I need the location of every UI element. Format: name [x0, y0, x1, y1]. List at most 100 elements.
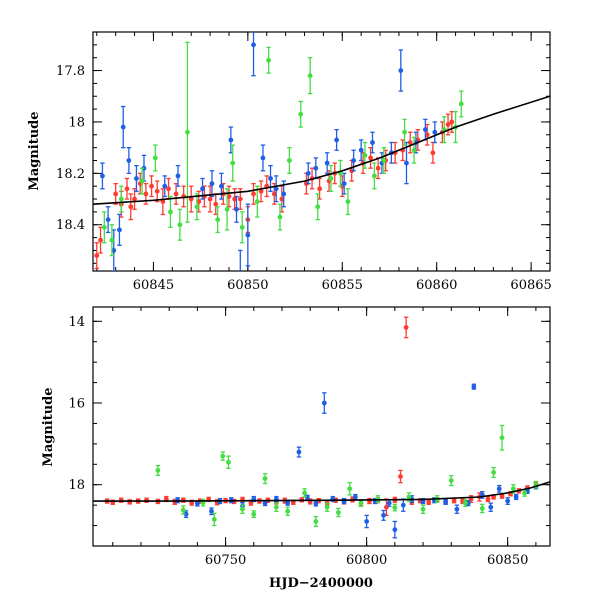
top-blue-data-point: [260, 144, 266, 172]
top-blue-data-point: [341, 172, 347, 195]
bottom-x-tick-label: 60850: [487, 553, 528, 568]
top-plot-frame: [92, 31, 551, 272]
top-red-data-point: [196, 190, 202, 213]
top-y-tick-label: 18.4: [56, 218, 85, 233]
bottom-green-data-point: [420, 504, 426, 514]
bottom-red-data-point: [485, 495, 491, 503]
top-blue-data-point: [100, 162, 105, 190]
top-blue-data-point: [324, 152, 330, 174]
bottom-green-data-point: [302, 488, 307, 498]
bottom-green-data-point: [479, 503, 485, 514]
top-red-data-point: [132, 188, 137, 210]
bottom-green-data-point: [448, 475, 454, 487]
bottom-y-tick-label: 18: [68, 478, 85, 493]
top-green-data-point: [328, 164, 334, 192]
top-green-data-point: [298, 100, 304, 128]
top-blue-data-point: [334, 129, 340, 151]
bottom-green-data-point: [211, 512, 217, 527]
top-green-data-point: [215, 206, 221, 234]
bottom-green-data-point: [324, 502, 330, 512]
top-green-data-point: [315, 193, 321, 221]
top-green-data-point: [152, 144, 158, 172]
bottom-blue-data-point: [496, 484, 502, 493]
top-x-tick-label: 60865: [510, 278, 551, 293]
bottom-blue-data-point: [505, 497, 511, 505]
bottom-green-data-point: [262, 473, 268, 485]
bottom-blue-data-point: [513, 493, 519, 501]
top-red-data-point: [113, 182, 119, 205]
bottom-green-data-point: [313, 515, 319, 528]
top-blue-data-point: [313, 157, 319, 180]
top-blue-data-point: [234, 195, 239, 223]
top-green-data-point: [239, 211, 245, 244]
top-green-data-point: [177, 208, 183, 241]
bottom-red-data-point: [144, 497, 149, 503]
top-blue-data-point: [120, 105, 126, 149]
top-blue-data-point: [175, 164, 181, 187]
top-x-tick-label: 60855: [322, 278, 363, 293]
top-green-data-point: [337, 159, 343, 187]
top-green-data-point: [402, 118, 407, 146]
bottom-blue-data-point: [454, 504, 460, 514]
bottom-green-data-point: [336, 507, 341, 518]
bottom-blue-data-point: [471, 383, 477, 390]
top-blue-data-point: [404, 141, 409, 185]
bottom-blue-data-point: [400, 498, 406, 512]
bottom-green-data-point: [285, 506, 291, 517]
bottom-green-data-point: [462, 499, 468, 508]
top-y-axis-label: Magnitude: [27, 111, 42, 190]
top-green-data-point: [101, 211, 107, 244]
top-green-data-point: [371, 162, 377, 190]
bottom-red-data-point: [118, 497, 124, 503]
top-blue-data-point: [245, 203, 251, 267]
top-blue-data-point: [273, 175, 279, 203]
top-blue-data-point: [162, 175, 168, 198]
bottom-blue-data-point: [392, 520, 398, 539]
top-red-data-point: [124, 177, 130, 200]
top-blue-data-point: [209, 170, 215, 198]
bottom-x-tick-label: 60750: [205, 553, 246, 568]
bottom-x-axis-label: HJD−2400000: [269, 576, 373, 591]
bottom-green-data-point: [251, 510, 257, 519]
bottom-blue-data-point: [296, 446, 302, 458]
top-green-data-point: [266, 46, 272, 74]
bottom-x-tick-label: 60800: [346, 553, 387, 568]
bottom-blue-data-point: [209, 507, 214, 516]
top-blue-data-point: [370, 131, 375, 154]
bottom-green-data-point: [392, 503, 398, 512]
bottom-red-data-point: [426, 499, 432, 505]
top-x-tick-label: 60845: [133, 278, 174, 293]
top-green-data-point: [411, 136, 417, 164]
bottom-red-data-point: [451, 497, 457, 504]
top-red-data-point: [128, 193, 134, 221]
top-green-data-point: [230, 144, 236, 182]
top-green-data-point: [458, 90, 464, 118]
top-red-data-point: [258, 180, 264, 203]
top-green-data-point: [277, 203, 283, 231]
bottom-y-tick-label: 14: [68, 315, 85, 330]
top-green-data-point: [307, 57, 313, 95]
top-red-data-point: [251, 182, 256, 205]
top-blue-data-point: [111, 229, 117, 271]
top-x-tick-label: 60860: [416, 278, 457, 293]
bottom-plot-frame: [92, 306, 551, 547]
top-red-data-point: [94, 242, 100, 270]
top-red-data-point: [445, 113, 451, 136]
bottom-green-data-point: [491, 466, 496, 479]
top-red-data-point: [226, 185, 232, 208]
top-green-data-point: [168, 195, 173, 228]
top-blue-data-point: [398, 49, 404, 92]
bottom-green-data-point: [240, 504, 245, 514]
bottom-green-data-point: [273, 502, 279, 512]
bottom-green-data-point: [180, 505, 186, 515]
bottom-panel: 60750 60800 60850 14 16 18 Magnitude HJD−2400…: [41, 306, 551, 591]
top-red-data-point: [154, 180, 160, 203]
top-blue-data-point: [358, 139, 364, 162]
top-model-curve: [93, 95, 550, 205]
bottom-green-data-point: [220, 451, 226, 461]
bottom-red-data-point: [403, 316, 409, 339]
top-x-tick-label: 60850: [227, 278, 268, 293]
bottom-green-data-point: [499, 424, 505, 451]
top-green-data-point: [381, 146, 387, 174]
